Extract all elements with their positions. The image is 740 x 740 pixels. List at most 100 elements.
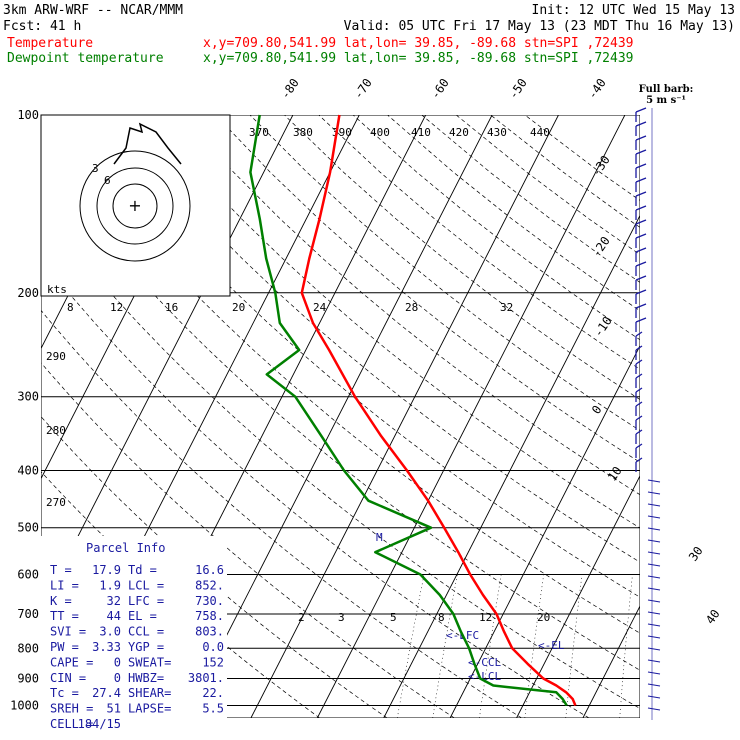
valid-time: Valid: 05 UTC Fri 17 May 13 (23 MDT Thu … bbox=[344, 19, 735, 34]
isotherm-line bbox=[649, 115, 740, 718]
parcel-field: 0 bbox=[114, 655, 121, 669]
pressure-tick-label: 700 bbox=[17, 607, 39, 621]
wind-barb-flag bbox=[635, 303, 647, 309]
parcel-field: LCL = bbox=[128, 578, 164, 592]
sounding-traces bbox=[249, 114, 577, 707]
parcel-field: 3801. bbox=[188, 671, 224, 685]
parcel-field: 803. bbox=[195, 625, 224, 639]
wind-barb bbox=[647, 683, 661, 687]
parcel-field: EL = bbox=[128, 609, 157, 623]
wind-barb-flag bbox=[635, 401, 643, 407]
hodograph-ring-outer bbox=[79, 150, 191, 262]
wind-barb bbox=[647, 539, 661, 543]
theta-label: 280 bbox=[46, 424, 66, 437]
mixing-ratio-label: 8 bbox=[438, 611, 445, 624]
wind-barb-flag bbox=[635, 317, 647, 323]
theta-label: 400 bbox=[370, 126, 390, 139]
wind-barb bbox=[647, 551, 661, 555]
hodograph-ring-label: 6 bbox=[104, 174, 111, 187]
parcel-field: HWBZ= bbox=[128, 671, 164, 685]
hodograph-speed-label: 16 bbox=[165, 301, 178, 314]
wind-barb-flag bbox=[635, 275, 647, 281]
temperature-tick-label: -20 bbox=[589, 234, 613, 260]
dry-adiabat bbox=[318, 115, 640, 370]
dewpoint-legend: Dewpoint temperature bbox=[7, 51, 164, 66]
dry-adiabat bbox=[180, 115, 640, 496]
fullbarb-value: 5 m s⁻¹ bbox=[646, 95, 686, 106]
dewpoint-location: x,y=709.80,541.99 lat,lon= 39.85, -89.68… bbox=[203, 51, 633, 66]
parcel-field: 0.0 bbox=[202, 640, 224, 654]
hodograph-speed-label: 12 bbox=[110, 301, 123, 314]
parcel-field: T = bbox=[50, 563, 72, 577]
parcel-field: CELL = bbox=[50, 717, 93, 731]
hodograph-frame bbox=[40, 114, 231, 297]
isotherm-line bbox=[41, 115, 294, 610]
parcel-field: SHEAR= bbox=[128, 686, 171, 700]
parcel-field: 3.33 bbox=[92, 640, 121, 654]
wind-barb-flag bbox=[635, 135, 647, 141]
theta-label: 410 bbox=[411, 126, 431, 139]
parcel-field: SREH = bbox=[50, 702, 93, 716]
dry-adiabat bbox=[352, 115, 640, 341]
parcel-field: 152 bbox=[202, 655, 224, 669]
temperature-tick-label: -70 bbox=[351, 76, 375, 102]
wind-barb-flag bbox=[635, 443, 643, 449]
hodograph-speed-label: 32 bbox=[500, 301, 513, 314]
wind-barb-flag bbox=[635, 163, 647, 169]
theta-label: 270 bbox=[46, 496, 66, 509]
parcel-field: LI = bbox=[50, 578, 79, 592]
wind-barb bbox=[647, 635, 661, 639]
parcel-field: 27.4 bbox=[92, 686, 121, 700]
temperature-tick-label: -80 bbox=[278, 76, 302, 102]
temperature-trace bbox=[300, 114, 577, 706]
theta-label: 430 bbox=[487, 126, 507, 139]
isotherm-line bbox=[316, 115, 626, 718]
wind-barb-flag bbox=[635, 331, 643, 337]
wind-barb bbox=[647, 659, 661, 663]
isotherm-line bbox=[716, 115, 740, 718]
isotherm-line bbox=[184, 115, 493, 718]
pressure-tick-label: 500 bbox=[17, 521, 39, 535]
wind-barb bbox=[647, 695, 661, 699]
wind-barb-flag bbox=[635, 345, 643, 351]
wind-barb-flag bbox=[635, 261, 647, 267]
wind-barb-flag bbox=[635, 149, 647, 155]
wind-barb-flag bbox=[635, 233, 647, 239]
temperature-tick-label: 30 bbox=[686, 544, 706, 564]
wind-barb-flag bbox=[635, 415, 643, 421]
hodograph-speed-label: 20 bbox=[232, 301, 245, 314]
wind-barb-flag bbox=[635, 289, 647, 295]
hodograph: + 3 6 kts bbox=[40, 114, 231, 297]
parcel-title: Parcel Info bbox=[86, 541, 165, 555]
parcel-field: 0 bbox=[114, 671, 121, 685]
mixing-ratio-line bbox=[619, 574, 633, 718]
isotherm-line bbox=[250, 115, 559, 718]
pressure-tick-label: 200 bbox=[17, 286, 39, 300]
temperature-legend: Temperature bbox=[7, 36, 93, 51]
dry-adiabat bbox=[455, 115, 640, 256]
fullbarb-key: Full barb: 5 m s⁻¹ bbox=[639, 84, 694, 106]
wind-barb-flag bbox=[635, 219, 647, 225]
wind-barb-flag bbox=[635, 191, 647, 197]
dewpoint-trace bbox=[249, 114, 568, 707]
wind-barb bbox=[647, 611, 661, 615]
parcel-field: 5.5 bbox=[202, 702, 224, 716]
hodograph-speed-label: 28 bbox=[405, 301, 418, 314]
pressure-tick-label: 400 bbox=[17, 464, 39, 478]
dry-adiabat bbox=[41, 309, 522, 718]
mixing-ratio-label: 2 bbox=[298, 611, 305, 624]
temperature-tick-label: -30 bbox=[589, 153, 613, 179]
temperature-tick-label: -50 bbox=[506, 76, 530, 102]
model-title: 3km ARW-WRF -- NCAR/MMM bbox=[3, 3, 183, 18]
parcel-field: LFC = bbox=[128, 594, 164, 608]
hodograph-ring-middle bbox=[96, 167, 174, 245]
parcel-field: 852. bbox=[195, 578, 224, 592]
pressure-tick-label: 1000 bbox=[10, 699, 39, 713]
mixing-ratio-label: 3 bbox=[338, 611, 345, 624]
dry-adiabat bbox=[43, 115, 640, 634]
wind-barb bbox=[647, 707, 661, 711]
mixing-ratio-line bbox=[565, 574, 583, 718]
dry-adiabat bbox=[215, 115, 640, 463]
isotherm-line bbox=[0, 115, 27, 718]
